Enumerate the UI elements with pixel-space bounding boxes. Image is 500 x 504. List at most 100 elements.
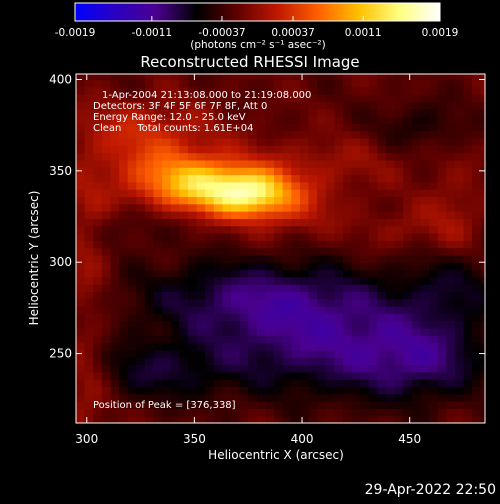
heatmap-cell <box>265 313 275 322</box>
heatmap-cell <box>291 189 301 198</box>
heatmap-cell <box>368 174 378 183</box>
heatmap-cell <box>136 313 146 322</box>
heatmap-cell <box>101 203 112 212</box>
heatmap-cell <box>196 211 206 219</box>
heatmap-cell <box>256 79 267 88</box>
heatmap-cell <box>437 364 447 373</box>
heatmap-cell <box>480 203 485 212</box>
heatmap-cell <box>308 276 318 285</box>
heatmap-cell <box>411 254 422 263</box>
heatmap-cell <box>351 74 361 81</box>
heatmap-cell <box>342 159 353 168</box>
heatmap-cell <box>196 349 206 358</box>
heatmap-cell <box>93 101 103 110</box>
heatmap-cell <box>239 79 249 88</box>
heatmap-cell <box>420 320 430 329</box>
heatmap-cell <box>299 415 310 423</box>
heatmap-cell <box>403 145 413 154</box>
heatmap-cell <box>446 379 456 388</box>
heatmap-cell <box>299 101 310 110</box>
x-tick-label: 350 <box>183 432 206 446</box>
heatmap-cell <box>196 401 206 409</box>
heatmap-cell <box>170 240 180 249</box>
heatmap-cell <box>265 349 275 358</box>
heatmap-cell <box>394 262 404 271</box>
heatmap-cell <box>394 74 404 81</box>
heatmap-cell <box>136 262 146 271</box>
heatmap-cell <box>230 415 241 423</box>
heatmap-cell <box>454 159 465 168</box>
heatmap-cell <box>368 357 378 366</box>
heatmap-cell <box>119 298 129 307</box>
heatmap-cell <box>205 74 215 81</box>
heatmap-cell <box>282 320 292 329</box>
heatmap-cell <box>480 79 485 88</box>
heatmap-cell <box>394 116 404 124</box>
heatmap-cell <box>136 415 146 423</box>
heatmap-cell <box>101 145 112 154</box>
heatmap-cell <box>480 159 485 168</box>
heatmap-cell <box>360 415 370 423</box>
heatmap-cell <box>265 101 275 110</box>
heatmap-cell <box>351 342 361 351</box>
heatmap-cell <box>136 240 146 249</box>
heatmap-cell <box>299 320 310 329</box>
heatmap-cell <box>144 408 155 417</box>
heatmap-cell <box>463 364 473 373</box>
heatmap-cell <box>411 386 422 395</box>
heatmap-cell <box>385 364 396 373</box>
heatmap-cell <box>446 408 456 417</box>
heatmap-cell <box>144 123 155 132</box>
heatmap-cell <box>291 364 301 373</box>
heatmap-cell <box>411 291 422 300</box>
heatmap-cell <box>325 371 335 380</box>
heatmap-cell <box>472 130 482 139</box>
heatmap-cell <box>377 74 387 81</box>
heatmap-cell <box>93 203 103 212</box>
heatmap-cell <box>342 167 353 176</box>
heatmap-cell <box>205 218 215 227</box>
heatmap-cell <box>480 342 485 351</box>
heatmap-cell <box>101 349 112 358</box>
heatmap-cell <box>403 254 413 263</box>
heatmap-cell <box>385 152 396 161</box>
heatmap-cell <box>291 232 301 241</box>
heatmap-cell <box>119 152 129 161</box>
heatmap-cell <box>463 130 473 139</box>
heatmap-cell <box>334 408 344 417</box>
heatmap-cell <box>256 371 267 380</box>
heatmap-cell <box>274 167 284 176</box>
heatmap-cell <box>463 181 473 190</box>
heatmap-cell <box>291 371 301 380</box>
heatmap-cell <box>256 94 267 103</box>
heatmap-cell <box>437 386 447 395</box>
heatmap-cell <box>84 393 94 402</box>
heatmap-cell <box>403 291 413 300</box>
heatmap-cell <box>480 269 485 278</box>
heatmap-cell <box>179 130 189 139</box>
heatmap-cell <box>136 130 146 139</box>
heatmap-cell <box>291 313 301 322</box>
heatmap-cell <box>248 415 258 423</box>
heatmap-cell <box>222 284 232 293</box>
heatmap-cell <box>291 298 301 307</box>
heatmap-cell <box>360 152 370 161</box>
heatmap-cell <box>420 181 430 190</box>
heatmap-cell <box>205 123 215 132</box>
heatmap-cell <box>308 218 318 227</box>
heatmap-cell <box>360 349 370 358</box>
heatmap-cell <box>230 79 241 88</box>
heatmap-cell <box>282 298 292 307</box>
heatmap-cell <box>101 196 112 205</box>
heatmap-cell <box>205 284 215 293</box>
heatmap-cell <box>110 240 120 249</box>
heatmap-cell <box>101 327 112 336</box>
heatmap-cell <box>93 401 103 409</box>
heatmap-cell <box>420 386 430 395</box>
heatmap-cell <box>127 79 137 88</box>
heatmap-cell <box>334 306 344 314</box>
heatmap-cell <box>480 108 485 117</box>
heatmap-cell <box>342 74 353 81</box>
heatmap-cell <box>84 408 94 417</box>
heatmap-cell <box>351 101 361 110</box>
